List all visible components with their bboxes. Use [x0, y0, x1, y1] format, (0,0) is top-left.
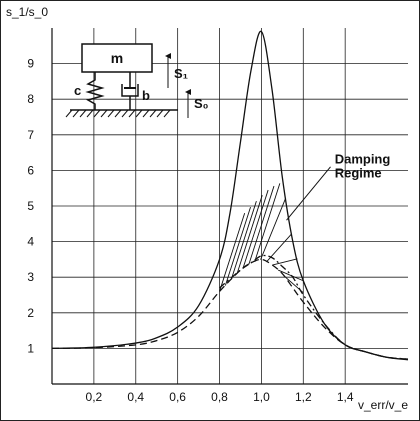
ground-hatch [65, 109, 171, 118]
hatch-line [236, 195, 263, 274]
ground-hatch-stroke [79, 109, 87, 118]
hatch-line [254, 183, 281, 262]
ground-hatch-stroke [86, 109, 94, 118]
annotation-damping: Damping [335, 151, 391, 166]
hatch-line [272, 258, 298, 266]
ground-hatch-stroke [142, 109, 150, 118]
inset-spring-damper-diagram: m c b S₁ S₀ [65, 43, 209, 118]
spring-label: c [74, 83, 81, 98]
y-tick-label: 1 [27, 341, 34, 355]
y-tick-label: 2 [27, 306, 34, 320]
annotation-regime: Regime [335, 166, 382, 181]
x-axis-label: v_err/v_e [358, 398, 408, 412]
ground-hatch-stroke [163, 109, 171, 118]
hatch-line [242, 189, 269, 269]
y-tick-label: 4 [27, 235, 34, 249]
hatch-region [219, 183, 304, 294]
x-tick-label: 0,6 [169, 390, 186, 404]
y-tick-label: 3 [27, 270, 34, 284]
hatch-line [224, 207, 251, 286]
grid [52, 28, 408, 384]
y-tick-label: 6 [27, 163, 34, 177]
hatch-line [248, 185, 275, 265]
series-line-dashed [52, 258, 408, 360]
hatch-line [230, 201, 257, 280]
y-tick-labels: 1 2 3 4 5 6 7 8 9 [27, 57, 34, 356]
x-tick-label: 0,4 [127, 390, 144, 404]
hatch-line [277, 269, 304, 282]
mass-label: m [111, 50, 123, 66]
axes [51, 28, 408, 385]
damper-label: b [142, 88, 150, 103]
ground-hatch-stroke [135, 109, 143, 118]
mass-block [81, 43, 153, 73]
ground-hatch-stroke [149, 109, 157, 118]
ground-hatch-stroke [128, 109, 136, 118]
ground-hatch-stroke [100, 109, 108, 118]
x-tick-label: 1,4 [337, 390, 354, 404]
spring [85, 72, 105, 110]
s1-label: S₁ [174, 66, 188, 81]
y-tick-label: 8 [27, 92, 34, 106]
x-tick-label: 1,2 [295, 390, 312, 404]
series-line-dashdot [219, 254, 408, 360]
ground-hatch-stroke [114, 109, 122, 118]
x-tick-label: 0,8 [211, 390, 228, 404]
ground-hatch-stroke [107, 109, 115, 118]
x-tick-label: 0,2 [86, 390, 103, 404]
x-tick-label: 1,0 [253, 390, 270, 404]
series-group [52, 30, 408, 361]
ground-hatch-stroke [156, 109, 164, 118]
ground-hatch-stroke [121, 109, 129, 118]
ground-hatch-stroke [72, 109, 80, 118]
ground-hatch-stroke [65, 109, 73, 118]
s0-label: S₀ [194, 96, 209, 111]
x-tick-labels: 0,2 0,4 0,6 0,8 1,0 1,2 1,4 [86, 390, 354, 404]
y-tick-label: 7 [27, 128, 34, 142]
y-tick-label: 9 [27, 57, 34, 71]
hatch-line [219, 212, 246, 292]
annotation-leader-line [286, 166, 331, 221]
hatch-line [260, 197, 287, 260]
y-tick-label: 5 [27, 199, 34, 213]
y-axis-label: s_1/s_0 [6, 5, 48, 19]
ground-hatch-stroke [93, 109, 101, 118]
